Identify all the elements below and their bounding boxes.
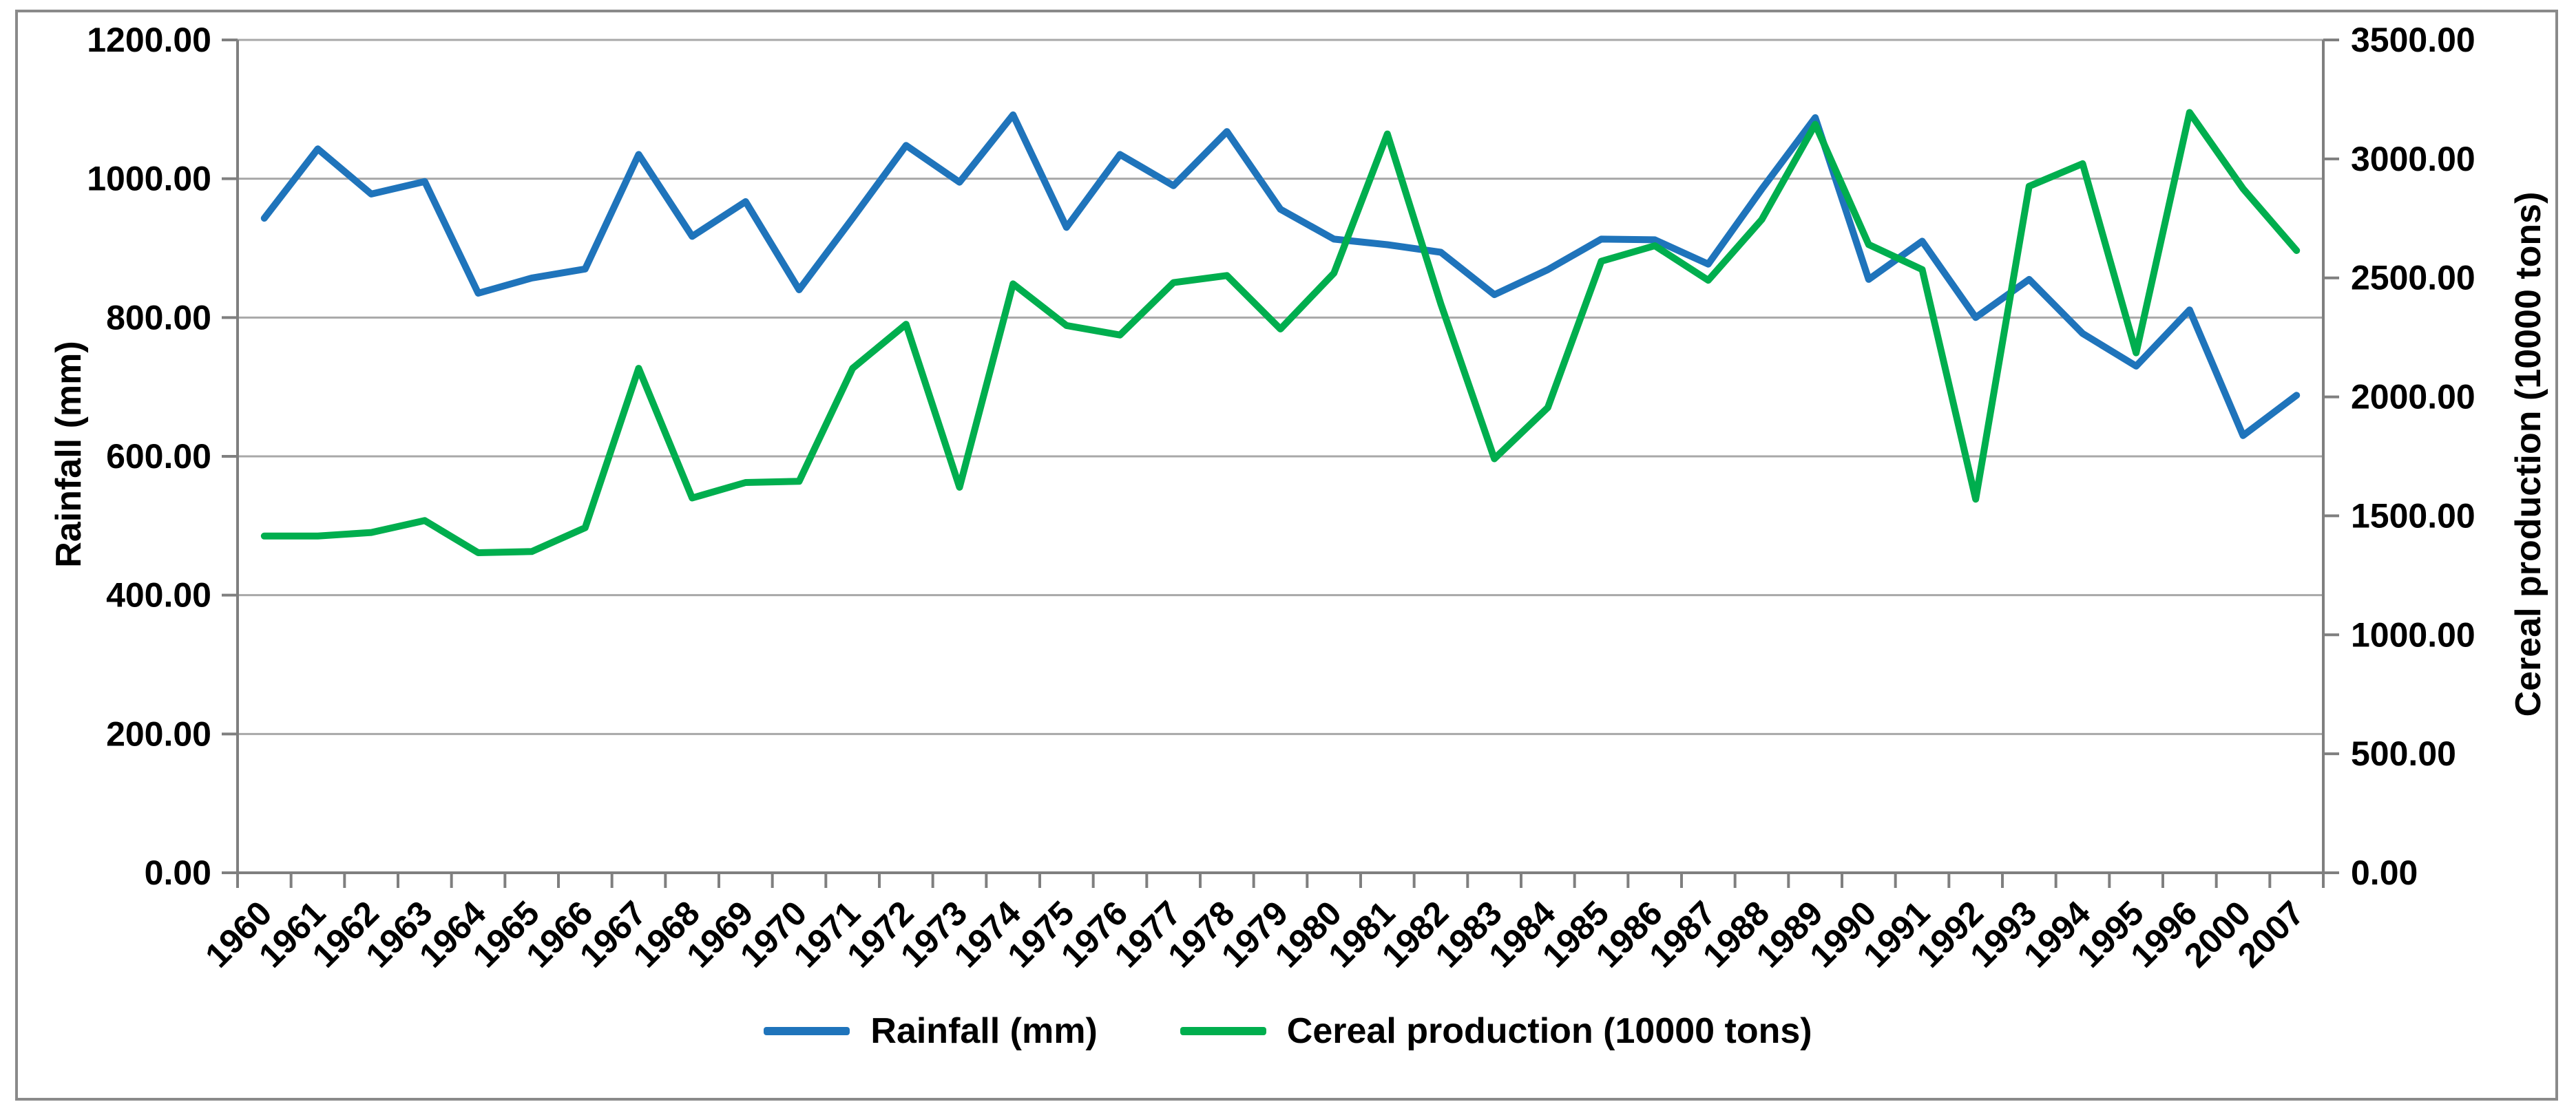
right-tick-label: 0.00 [2351,854,2418,892]
left-tick-label: 0.00 [145,854,211,892]
left-tick-label: 1200.00 [87,21,211,59]
legend-item-rainfall: Rainfall (mm) [764,1010,1098,1052]
right-tick-label: 1000.00 [2351,615,2475,654]
right-tick-label: 2500.00 [2351,259,2475,297]
right-axis-title: Cereal production (10000 tons) [2509,191,2548,717]
left-tick-label: 800.00 [106,298,211,337]
left-tick-label: 200.00 [106,714,211,753]
legend: Rainfall (mm) Cereal production (10000 t… [0,1010,2576,1052]
legend-item-cereal: Cereal production (10000 tons) [1180,1010,1812,1052]
rainfall-line-swatch [764,1027,850,1035]
left-tick-label: 600.00 [106,437,211,476]
legend-label-rainfall: Rainfall (mm) [870,1011,1098,1051]
right-tick-label: 1500.00 [2351,496,2475,535]
right-tick-label: 3000.00 [2351,140,2475,178]
right-tick-label: 2000.00 [2351,378,2475,416]
cereal-line-swatch [1180,1027,1266,1035]
rainfall-line [260,111,2301,439]
cereal-production-line [260,109,2301,556]
left-tick-label: 400.00 [106,576,211,615]
right-tick-label: 500.00 [2351,734,2456,773]
chart-frame [15,10,2558,1101]
left-tick-label: 1000.00 [87,160,211,198]
right-tick-label: 3500.00 [2351,21,2475,59]
left-axis-title: Rainfall (mm) [49,341,89,568]
legend-label-cereal: Cereal production (10000 tons) [1286,1011,1812,1051]
